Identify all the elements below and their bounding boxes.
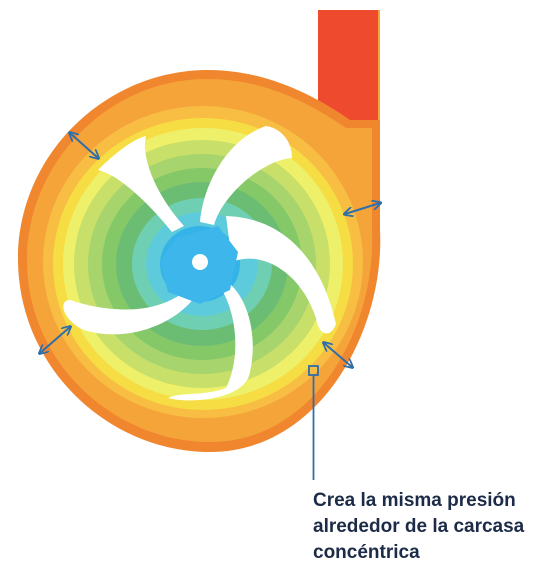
impeller-vane [98, 136, 184, 232]
impeller-vane [226, 216, 336, 334]
double-arrow-icon [345, 203, 380, 214]
impeller-vane [63, 292, 194, 335]
caption-line-3: concéntrica [313, 542, 420, 563]
caption: Crea la misma presión alrededor de la ca… [313, 488, 553, 566]
pressure-arrows [40, 133, 380, 367]
impeller-vane [168, 284, 253, 401]
impeller-vane [200, 126, 292, 225]
caption-line-2: alrededor de la carcasa [313, 516, 525, 537]
caption-line-1: Crea la misma presión [313, 490, 516, 511]
double-arrow-icon [40, 327, 70, 353]
impeller-hub [160, 226, 238, 304]
double-arrow-icon [70, 133, 98, 158]
impeller [63, 126, 336, 401]
pressure-probe-marker [308, 365, 319, 480]
double-arrow-icon [324, 343, 352, 367]
